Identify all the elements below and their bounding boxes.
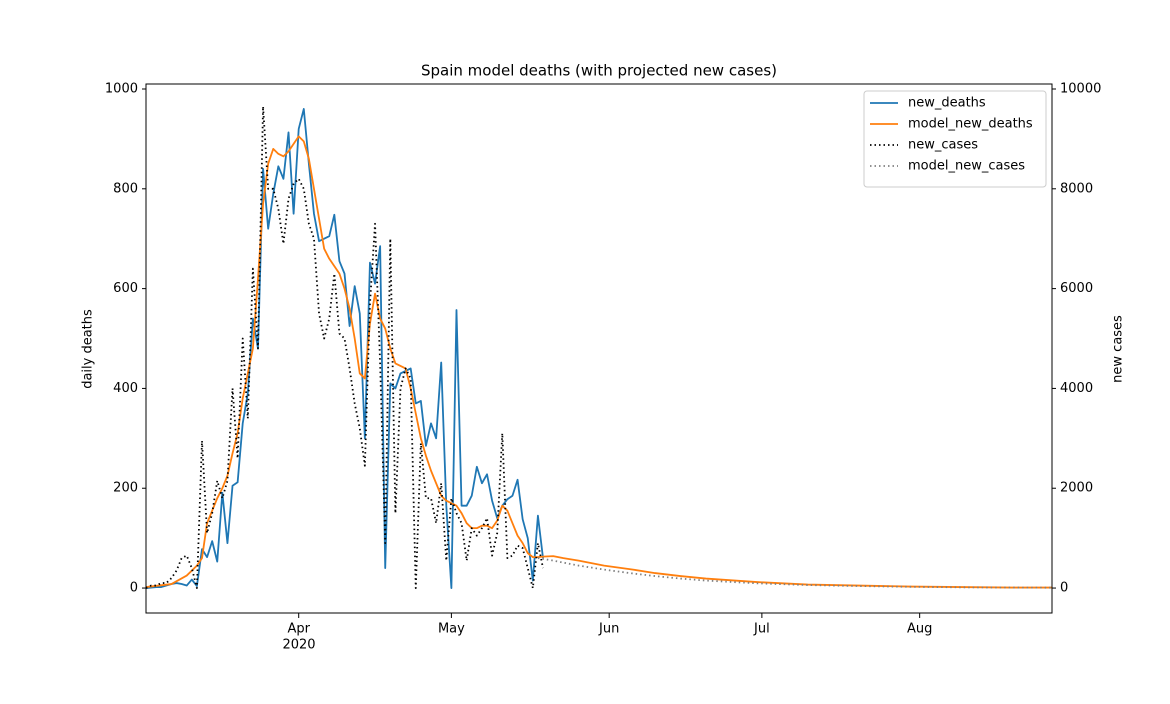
x-tick-label: Jun <box>598 622 619 637</box>
chart-title: Spain model deaths (with projected new c… <box>421 62 777 80</box>
x-tick-label: Aug <box>907 622 932 637</box>
y2-tick-label: 2000 <box>1060 481 1093 496</box>
x-year-label: 2020 <box>282 638 315 653</box>
plot-frame <box>145 83 1053 614</box>
series-line <box>537 557 1052 589</box>
legend-label: new_deaths <box>908 96 986 111</box>
y-tick-label: 1000 <box>105 81 138 96</box>
legend: new_deaths model_new_deaths new_casesmodel… <box>863 90 1047 188</box>
series-line <box>146 108 544 589</box>
series-line <box>146 105 544 589</box>
legend-box <box>863 90 1047 188</box>
y-tick-label: 0 <box>130 581 138 596</box>
y-axis-label: daily deaths <box>81 309 96 389</box>
y2-tick-label: 6000 <box>1060 281 1093 296</box>
y-tick-label: 400 <box>113 381 138 396</box>
plot-lines <box>146 105 1052 589</box>
legend-label: model_new_deaths <box>908 117 1033 132</box>
series-line <box>146 135 1052 589</box>
y-tick-label: 800 <box>113 181 138 196</box>
x-tick-label: Apr <box>287 622 310 637</box>
y2-axis-label: new cases <box>1111 315 1126 383</box>
legend-label: new_cases <box>908 138 978 153</box>
y-tick-label: 200 <box>113 481 138 496</box>
legend-label: model_new_cases <box>908 159 1025 174</box>
y-tick-label: 600 <box>113 281 138 296</box>
x-tick-label: Jul <box>753 622 770 637</box>
y2-tick-label: 4000 <box>1060 381 1093 396</box>
y2-tick-label: 10000 <box>1060 81 1101 96</box>
y2-tick-label: 0 <box>1060 581 1068 596</box>
x-tick-label: May <box>438 622 465 637</box>
y2-tick-label: 8000 <box>1060 181 1093 196</box>
